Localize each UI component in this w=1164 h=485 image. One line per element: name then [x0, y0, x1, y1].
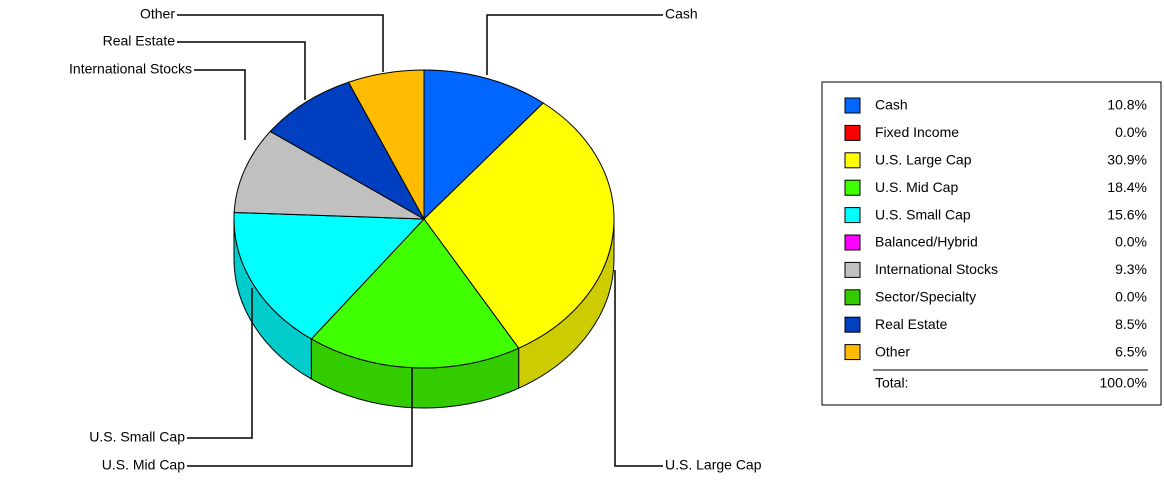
slice-label: Cash — [665, 6, 698, 22]
legend-value: 9.3% — [1115, 261, 1147, 277]
legend-value: 0.0% — [1115, 234, 1147, 250]
legend-label: Balanced/Hybrid — [875, 234, 978, 250]
slice-label: U.S. Large Cap — [665, 457, 762, 473]
legend-label: U.S. Small Cap — [875, 206, 971, 222]
legend-swatch — [844, 207, 861, 224]
legend-label: Cash — [875, 97, 908, 113]
leader-line — [187, 368, 413, 467]
slice — [233, 130, 425, 220]
leader-line — [177, 41, 306, 100]
legend-swatch — [844, 234, 861, 251]
total-label: Total: — [875, 375, 908, 391]
slice-label: U.S. Small Cap — [89, 429, 185, 445]
total-value: 100.0% — [1100, 375, 1147, 391]
legend-swatch — [844, 344, 861, 361]
legend-label: U.S. Large Cap — [875, 152, 972, 168]
leader-line — [486, 14, 663, 75]
legend-swatch — [844, 179, 861, 196]
legend-swatch — [844, 316, 861, 333]
legend-value: 0.0% — [1115, 124, 1147, 140]
legend-value: 8.5% — [1115, 316, 1147, 332]
legend-label: Real Estate — [875, 316, 948, 332]
slice — [347, 69, 425, 220]
legend-swatch — [844, 152, 861, 169]
slice-label: Other — [140, 6, 175, 22]
slice — [233, 211, 426, 340]
slice — [423, 69, 545, 221]
legend-value: 0.0% — [1115, 289, 1147, 305]
legend-label: Fixed Income — [875, 124, 959, 140]
leader-line — [187, 288, 253, 439]
legend-swatch — [844, 261, 861, 278]
legend-swatch — [844, 97, 861, 114]
legend-label: Sector/Specialty — [875, 289, 976, 305]
legend-value: 15.6% — [1107, 206, 1147, 222]
leader-line — [194, 69, 246, 140]
slice-label: International Stocks — [69, 61, 192, 77]
legend-swatch — [844, 124, 861, 141]
leader-line — [177, 14, 384, 72]
slice — [423, 102, 615, 349]
slice-label: Real Estate — [103, 33, 176, 49]
legend-value: 18.4% — [1107, 179, 1147, 195]
legend-value: 30.9% — [1107, 152, 1147, 168]
legend-label: Other — [875, 343, 910, 359]
legend-label: International Stocks — [875, 261, 998, 277]
legend-swatch — [844, 289, 861, 306]
legend-box — [821, 81, 1162, 406]
legend-label: U.S. Mid Cap — [875, 179, 958, 195]
legend-value: 6.5% — [1115, 343, 1147, 359]
slice — [269, 81, 426, 221]
leader-line — [614, 270, 663, 467]
legend-value: 10.8% — [1107, 97, 1147, 113]
slice — [310, 218, 520, 369]
slice-label: U.S. Mid Cap — [102, 457, 185, 473]
